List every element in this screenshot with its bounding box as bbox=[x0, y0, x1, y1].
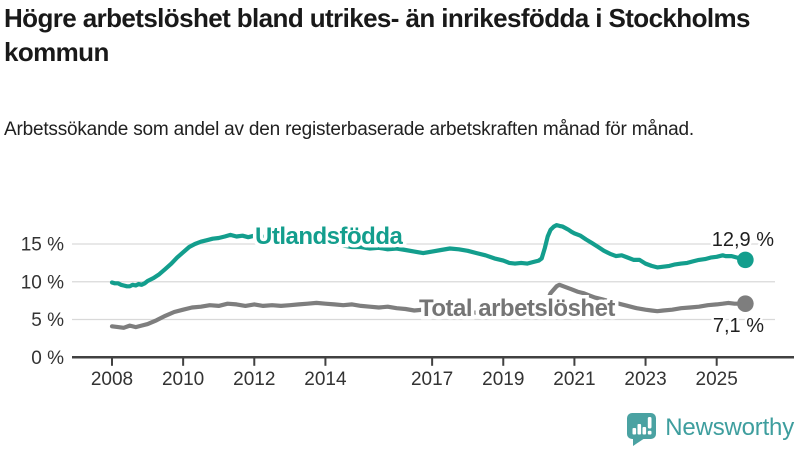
series-label-total: Total arbetslöshet bbox=[419, 295, 615, 322]
chart-subtitle: Arbetssökande som andel av den registerb… bbox=[4, 119, 694, 140]
x-tick-label: 2019 bbox=[482, 369, 524, 390]
x-tick-label: 2012 bbox=[233, 369, 275, 390]
x-tick-label: 2021 bbox=[553, 369, 595, 390]
x-tick-label: 2010 bbox=[162, 369, 204, 390]
y-tick-label: 5 % bbox=[31, 310, 64, 331]
x-tick-label: 2025 bbox=[696, 369, 738, 390]
end-value-label-total: 7,1 % bbox=[713, 315, 764, 337]
series-line-total bbox=[109, 282, 746, 330]
series-end-dot-utlandsfodda bbox=[737, 251, 754, 269]
x-tick-label: 2017 bbox=[411, 369, 453, 390]
y-tick-label: 15 % bbox=[21, 235, 64, 256]
y-tick-label: 10 % bbox=[21, 272, 64, 293]
end-value-label-utlandsfodda: 12,9 % bbox=[712, 229, 774, 251]
x-tick-label: 2014 bbox=[304, 369, 347, 390]
series-label-utlandsfodda: Utlandsfödda bbox=[255, 223, 403, 250]
page-title: Högre arbetslöshet bland utrikes- än inr… bbox=[4, 3, 750, 67]
series-line-utlandsfodda bbox=[109, 223, 746, 289]
x-tick-label: 2023 bbox=[624, 369, 666, 390]
brand-footer: Newsworthy bbox=[626, 410, 794, 446]
y-tick-label: 0 % bbox=[31, 348, 64, 369]
brand-name: Newsworthy bbox=[665, 414, 794, 441]
x-tick-label: 2008 bbox=[91, 369, 133, 390]
newsworthy-logo-icon bbox=[627, 413, 657, 446]
series-end-dot-total bbox=[737, 295, 754, 312]
